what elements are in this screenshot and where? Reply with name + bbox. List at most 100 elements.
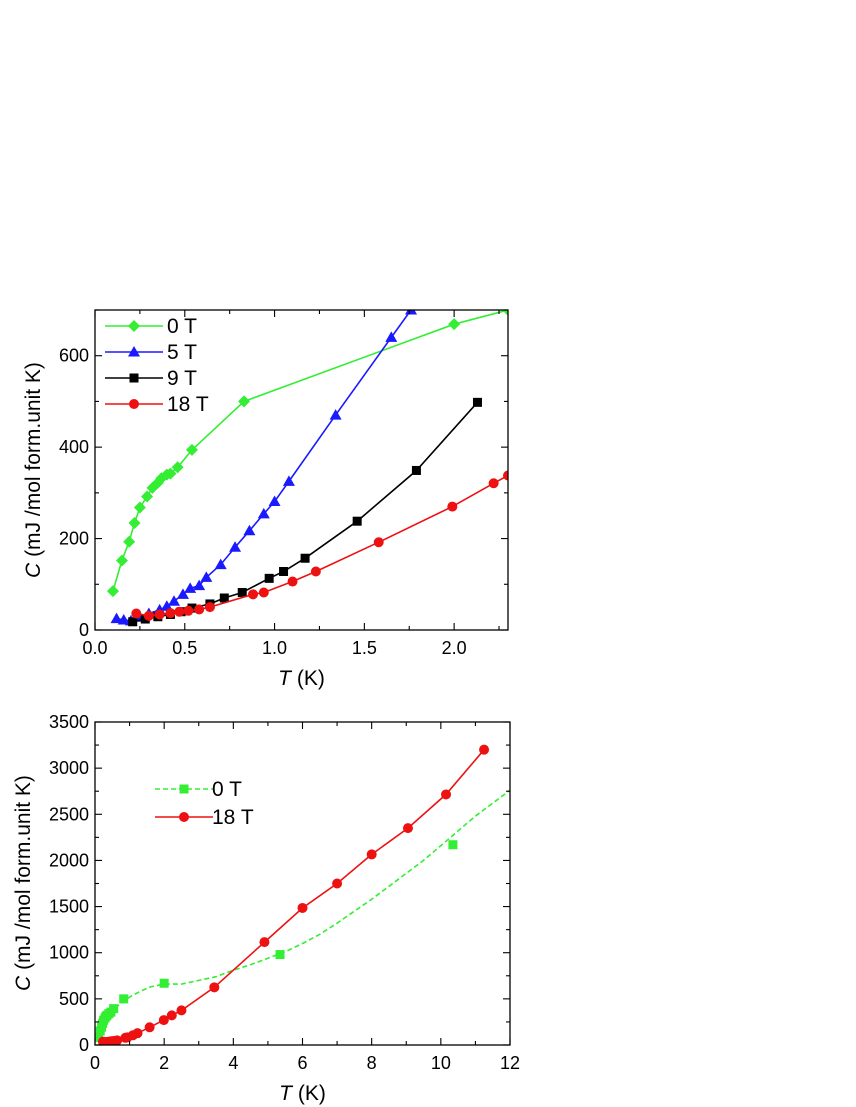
- data-point: [159, 978, 169, 988]
- data-point: [193, 579, 206, 591]
- legend-label: 0 T: [167, 315, 197, 338]
- data-point: [219, 593, 229, 603]
- legend-label: 9 T: [167, 367, 197, 390]
- y-tick-label: 3500: [49, 712, 89, 732]
- x-tick-label: 2.0: [442, 638, 467, 658]
- data-point: [310, 566, 321, 577]
- legend-item: 0 T: [105, 315, 197, 338]
- x-tick-label: 0.0: [82, 638, 107, 658]
- y-axis-label-unit: (mJ /mol form.unit K): [22, 362, 45, 563]
- data-point: [143, 610, 154, 621]
- y-tick-label: 1000: [49, 943, 89, 963]
- legend-item: 18 T: [155, 806, 254, 829]
- plot-area: [106, 310, 508, 627]
- data-point: [166, 1010, 177, 1021]
- data-point: [441, 789, 452, 800]
- legend: 0 T 18 T: [155, 778, 254, 829]
- legend-item: 5 T: [105, 341, 197, 364]
- series-line: [95, 789, 510, 1043]
- data-point: [128, 617, 138, 627]
- legend-label: 5 T: [167, 341, 197, 364]
- y-tick-label: 2000: [49, 850, 89, 870]
- data-point: [131, 608, 142, 619]
- axes-frame: [94, 309, 509, 631]
- legend-label: 18 T: [212, 806, 254, 829]
- data-point: [229, 541, 242, 552]
- data-point: [214, 558, 227, 570]
- data-point: [329, 409, 342, 420]
- y-tick-label: 2500: [49, 804, 89, 824]
- data-point: [238, 395, 251, 408]
- data-point: [411, 465, 421, 475]
- x-tick-label: 4: [228, 1053, 238, 1073]
- data-point: [132, 1028, 143, 1039]
- data-point: [503, 470, 508, 481]
- legend-label: 0 T: [212, 778, 242, 801]
- legend-item: 18 T: [105, 393, 209, 416]
- y-tick-label: 3000: [49, 758, 89, 778]
- data-point: [106, 585, 119, 598]
- data-point: [109, 1004, 119, 1014]
- data-point: [176, 588, 189, 599]
- data-point: [165, 608, 176, 619]
- data-point: [154, 609, 165, 620]
- data-point: [279, 566, 289, 576]
- data-point: [257, 507, 270, 519]
- data-point: [259, 937, 270, 948]
- data-point: [332, 878, 343, 889]
- plot-area: [95, 744, 510, 1045]
- x-tick-label: 0.5: [172, 638, 197, 658]
- x-tick-label: 0: [90, 1053, 100, 1073]
- x-tick-label: 6: [297, 1053, 307, 1073]
- legend-marker: [179, 784, 189, 794]
- y-axis-label: C (mJ /mol form.unit K): [22, 362, 45, 578]
- series-0-t: [95, 789, 510, 1043]
- legend-marker: [129, 399, 139, 409]
- data-point: [243, 524, 256, 536]
- data-point: [472, 397, 482, 407]
- legend-marker: [179, 812, 189, 822]
- data-point: [112, 1035, 123, 1045]
- y-axis-label-symbol: C: [12, 975, 35, 991]
- legend-label: 18 T: [167, 393, 209, 416]
- data-point: [123, 535, 136, 548]
- data-point: [405, 310, 418, 315]
- data-point: [204, 602, 215, 613]
- series-0-t: [106, 310, 508, 598]
- legend-marker: [129, 373, 139, 383]
- data-point: [194, 604, 205, 615]
- y-tick-label: 400: [59, 437, 89, 457]
- x-tick-label: 2: [159, 1053, 169, 1073]
- data-point: [185, 443, 198, 456]
- x-axis-label-symbol: T: [278, 667, 293, 690]
- legend-item: 9 T: [105, 367, 197, 390]
- series-18-t: [97, 744, 490, 1045]
- x-axis-label: T (K): [279, 1082, 326, 1105]
- x-tick-label: 10: [431, 1053, 451, 1073]
- data-point: [268, 495, 281, 507]
- data-point: [248, 589, 259, 600]
- data-point: [275, 950, 285, 960]
- y-tick-label: 500: [59, 989, 89, 1009]
- y-tick-label: 200: [59, 529, 89, 549]
- data-point: [95, 1032, 103, 1042]
- data-point: [297, 902, 308, 913]
- data-point: [158, 1015, 169, 1026]
- data-point: [174, 606, 185, 617]
- data-point: [447, 501, 458, 512]
- data-point: [133, 501, 146, 514]
- x-axis-label: T (K): [278, 667, 325, 690]
- x-tick-label: 1.5: [352, 638, 377, 658]
- data-point: [168, 595, 181, 606]
- legend-marker: [128, 320, 140, 332]
- data-point: [385, 331, 398, 342]
- data-point: [115, 554, 128, 567]
- panel-top: 0.0 0.5 1.0 1.5 2.0 0 200 400 600 T (K) C (mJ /mol…: [22, 309, 509, 690]
- x-axis-label-unit: (K): [291, 667, 325, 690]
- data-point: [237, 588, 247, 598]
- series-line: [132, 401, 479, 623]
- data-point: [176, 1005, 187, 1016]
- x-tick-label: 8: [367, 1053, 377, 1073]
- series-18-t: [131, 470, 508, 621]
- y-tick-label: 0: [79, 1035, 89, 1055]
